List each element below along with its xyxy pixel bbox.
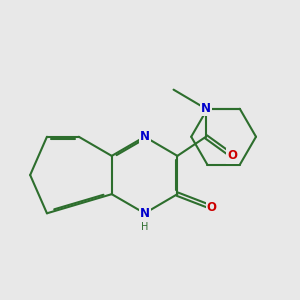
Text: O: O [227,149,237,162]
Text: O: O [207,201,217,214]
Text: N: N [140,130,150,143]
Text: N: N [201,102,211,115]
Text: H: H [141,222,148,232]
Text: N: N [140,207,150,220]
